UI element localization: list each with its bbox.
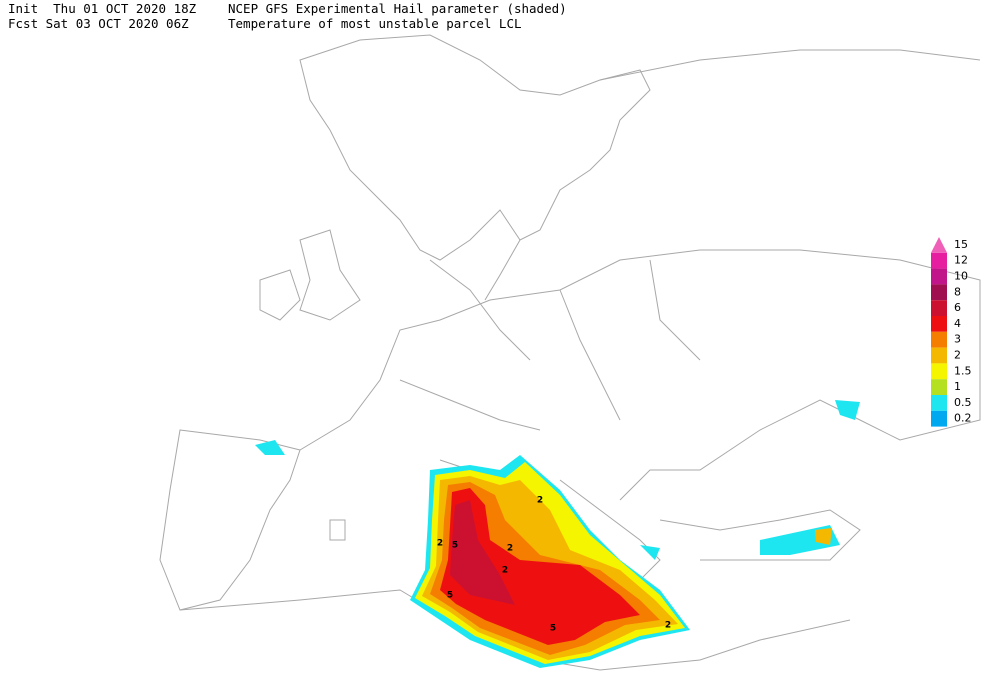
contour-labels: 2 2 5 2 2 5 2 5 [437,496,671,634]
legend-swatch [931,252,947,269]
legend-label: 15 [954,238,968,251]
contour-label: 5 [550,624,556,634]
legend-arrow [931,237,947,253]
legend-label: 12 [954,254,968,267]
contour-label: 2 [507,544,513,554]
legend-swatch [931,379,947,395]
map-title: NCEP GFS Experimental Hail parameter (sh… [228,1,567,16]
legend-swatch [931,347,947,364]
contour-label: 2 [665,621,671,631]
contour-label: 5 [447,591,453,601]
contour-label: 5 [452,541,458,551]
legend-label: 1.5 [954,364,972,377]
legend-label: 3 [954,333,961,346]
legend-label: 8 [954,285,961,298]
legend-swatch [931,331,947,348]
contour-label: 2 [537,496,543,506]
legend-label: 1 [954,380,961,393]
map-subtitle: Temperature of most unstable parcel LCL [228,16,522,31]
legend-label: 0.2 [954,412,972,425]
contour-label: 2 [437,539,443,549]
legend: 15 12 10 8 6 4 3 2 1.5 1 0.5 0.2 [931,237,972,427]
hail-shading [255,400,860,668]
legend-swatch [931,284,947,301]
legend-swatch [931,410,947,427]
contour-label: 2 [502,566,508,576]
legend-label: 4 [954,317,961,330]
legend-label: 0.5 [954,396,972,409]
legend-label: 6 [954,301,961,314]
legend-label: 2 [954,349,961,362]
legend-label: 10 [954,270,968,283]
init-time: Init Thu 01 OCT 2020 18Z [8,1,197,16]
legend-swatch [931,363,947,380]
legend-swatch [931,395,947,411]
forecast-time: Fcst Sat 03 OCT 2020 06Z [8,16,189,31]
legend-swatch [931,268,947,285]
legend-swatch [931,300,947,316]
legend-swatch [931,316,947,332]
